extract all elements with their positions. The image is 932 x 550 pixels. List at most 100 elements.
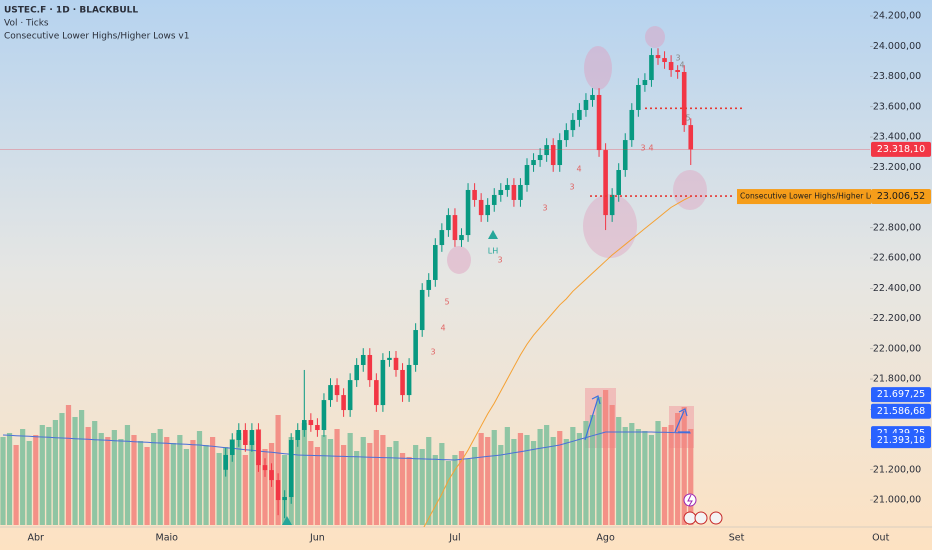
volume-ma-line [2, 431, 691, 461]
annotation: 3 [497, 256, 502, 265]
volume-bar [275, 415, 281, 525]
event-icon[interactable] [709, 511, 723, 525]
volume-bar [177, 435, 183, 525]
candle-body [583, 99, 589, 110]
candle-body [518, 184, 523, 200]
volume-bar [327, 439, 334, 525]
volume-bar [203, 445, 209, 525]
y-tick-label: 24.000,00 [873, 41, 921, 52]
indicator-badge [737, 189, 871, 205]
volume-bar [583, 421, 589, 525]
volume-bar [216, 453, 222, 525]
volume-bar [544, 425, 550, 525]
event-icon[interactable] [694, 511, 708, 525]
volume-bar [386, 447, 393, 525]
y-tick-label: 23.200,00 [873, 162, 921, 173]
volume-bar [111, 430, 117, 525]
x-tick-label: Set [729, 533, 745, 544]
highlight-circle [447, 246, 471, 274]
candle-body [308, 420, 314, 426]
volume-bar [6, 433, 13, 525]
volume-bar [393, 441, 399, 525]
volume-bar [688, 429, 694, 525]
candle-body [426, 279, 432, 290]
candle-body [295, 430, 301, 440]
volume-bar [675, 413, 681, 525]
volume-bar [190, 440, 196, 525]
candle-body [498, 189, 504, 195]
volume-bar [648, 435, 655, 525]
y-tick-label: 22.200,00 [873, 313, 921, 324]
volume-bar [491, 430, 497, 525]
volume-bar [137, 441, 144, 525]
annotation: 5 [685, 114, 690, 123]
candle-body [387, 357, 392, 360]
candle-body [446, 215, 451, 231]
volume-bar [39, 425, 45, 525]
candle-body [229, 439, 235, 455]
candle-body [655, 55, 661, 59]
price-badge-label: 23.006,52 [877, 191, 925, 202]
volume-bar [629, 423, 635, 525]
annotation: 3 [640, 144, 645, 153]
volume-bar [59, 413, 65, 525]
y-tick-label: 22.000,00 [873, 343, 921, 354]
volume-bar [295, 430, 301, 525]
x-tick-label: Abr [28, 533, 45, 544]
volume-bar [661, 427, 668, 525]
volume-bar [223, 447, 229, 525]
candle-body [347, 380, 353, 411]
volume-bar [642, 431, 648, 525]
volume-bar [334, 429, 340, 525]
volume-bar [33, 435, 39, 525]
price-badge [871, 403, 931, 419]
candle-body [315, 425, 320, 431]
event-icon[interactable] [683, 493, 697, 507]
volume-bar [616, 417, 622, 525]
price-badge [871, 433, 931, 449]
event-icon-glyph [687, 494, 693, 507]
volume-bar [399, 453, 406, 525]
volume-bar [609, 405, 615, 525]
annotation: 3 [675, 54, 680, 63]
candle-body [406, 364, 412, 396]
price-badge [871, 189, 931, 205]
annotation: 5 [444, 298, 449, 307]
plot-area [0, 26, 870, 527]
volume-bar [524, 435, 530, 525]
annotation: 4 [648, 144, 653, 153]
volume-bar [26, 441, 32, 525]
volume-bar [105, 437, 111, 525]
volume-bar [255, 429, 262, 525]
x-tick-label: Jul [448, 533, 460, 544]
volume-bar [576, 433, 582, 525]
volume-bar [472, 447, 478, 525]
y-tick-label: 22.600,00 [873, 253, 921, 264]
candle-body [269, 470, 274, 481]
volume-bar [439, 443, 445, 525]
volume-bar [124, 425, 131, 525]
candle-body [236, 430, 242, 440]
candle-body [485, 204, 490, 216]
price-badge-label: 21.697,25 [877, 389, 925, 400]
volume-bar [347, 433, 353, 525]
candle-body [367, 354, 373, 381]
volume-bar [65, 405, 72, 525]
volume-bar [144, 447, 150, 525]
volume-bar [452, 455, 458, 525]
volume-bar [52, 420, 58, 525]
highlight-circle [645, 26, 665, 48]
x-tick-label: Ago [596, 533, 615, 544]
volume-bar [681, 407, 687, 525]
volume-bar [668, 425, 674, 525]
volume-bar [570, 427, 576, 525]
x-tick-label: Jun [309, 533, 325, 544]
candle-body [629, 109, 635, 141]
candle-body [531, 160, 536, 166]
candle-body [419, 289, 425, 331]
event-icon[interactable] [683, 511, 697, 525]
volume-bar [79, 410, 85, 525]
volume-bar [118, 439, 124, 525]
x-tick-label: Out [872, 533, 889, 544]
volume-bar [465, 459, 471, 525]
